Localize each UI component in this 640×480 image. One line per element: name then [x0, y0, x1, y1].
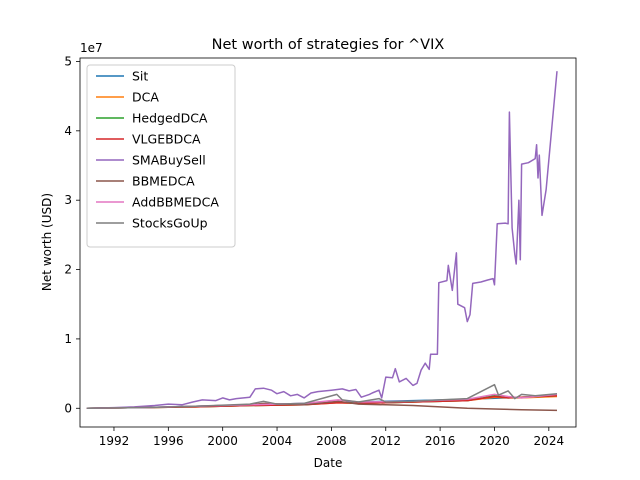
y-tick-label: 0 — [64, 401, 72, 415]
x-tick-label: 1996 — [153, 434, 184, 448]
legend-label: HedgedDCA — [132, 111, 208, 126]
y-axis-label: Net worth (USD) — [40, 193, 54, 291]
y-tick-label: 2 — [64, 263, 72, 277]
x-tick-label: 2012 — [370, 434, 401, 448]
x-axis: 1992 1996 2000 2004 2008 2012 2016 2020 2024 — [99, 427, 564, 448]
x-tick-label: 2004 — [262, 434, 293, 448]
x-tick-label: 2024 — [534, 434, 565, 448]
x-tick-label: 2016 — [425, 434, 456, 448]
legend-label: BBMEDCA — [132, 174, 195, 189]
x-tick-label: 1992 — [99, 434, 130, 448]
y-tick-label: 5 — [64, 54, 72, 68]
legend-label: StocksGoUp — [132, 216, 208, 231]
legend-label: VLGEBDCA — [132, 132, 201, 147]
x-tick-label: 2020 — [479, 434, 510, 448]
plot-frame — [79, 57, 577, 428]
series-line-4 — [86, 71, 558, 410]
legend-label: AddBBMEDCA — [132, 195, 219, 210]
series-line-7 — [86, 383, 558, 410]
x-tick-label: 2000 — [207, 434, 238, 448]
x-tick-label: 2008 — [316, 434, 347, 448]
legend-label: DCA — [132, 90, 159, 105]
chart-title: Net worth of strategies for ^VIX — [212, 37, 445, 53]
y-axis: 0 1 2 3 4 5 — [64, 54, 80, 415]
legend-label: Sit — [132, 69, 148, 84]
legend: Sit DCA HedgedDCA VLGEBDCA SMABuySell BBMEDCA… — [86, 64, 236, 248]
y-tick-label: 1 — [64, 332, 72, 346]
series-layer — [86, 71, 558, 412]
y-tick-label: 4 — [64, 124, 72, 138]
legend-label: SMABuySell — [132, 153, 206, 168]
y-offset-label: 1e7 — [80, 41, 103, 55]
x-axis-label: Date — [314, 456, 343, 470]
y-tick-label: 3 — [64, 193, 72, 207]
